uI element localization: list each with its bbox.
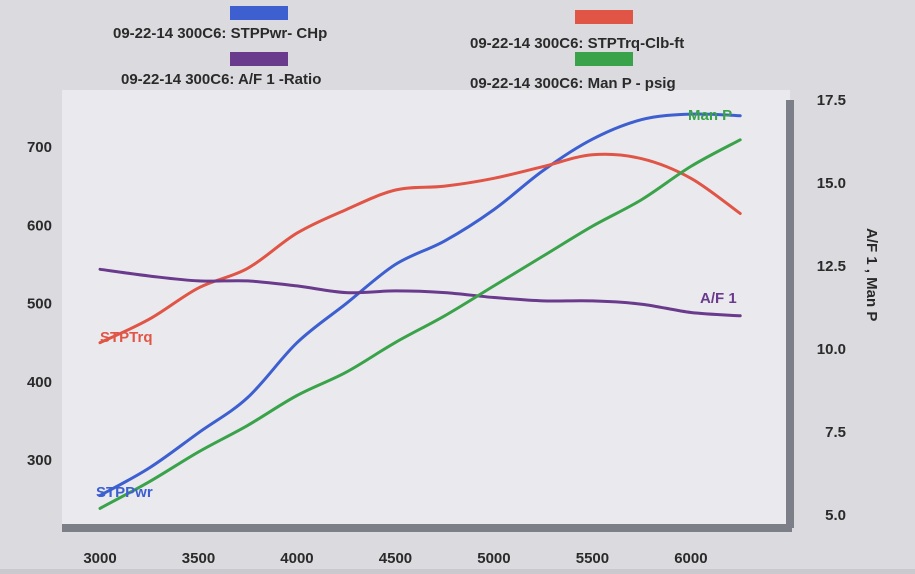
series-line	[98, 138, 742, 510]
series-lines	[98, 112, 742, 510]
plot-area	[62, 90, 790, 528]
right-tick-label: 5.0	[825, 507, 846, 524]
left-tick-label: 700	[27, 139, 52, 156]
series-labels: STPPwr STPTrq A/F 1 Man P	[96, 107, 737, 501]
series-label: A/F 1	[700, 290, 737, 307]
legend-label: 09-22-14 300C6: Man P - psig	[470, 75, 676, 92]
legend-swatch	[575, 10, 633, 24]
right-axis-title: A/F 1 , Man P	[863, 228, 880, 321]
legend-label: 09-22-14 300C6: STPPwr- CHp	[113, 25, 327, 42]
bottom-axis-spine	[62, 524, 792, 532]
right-tick-label: 10.0	[817, 341, 846, 358]
x-tick-label: 5000	[477, 550, 510, 567]
right-axis-spine	[786, 100, 794, 528]
series-line	[98, 152, 742, 345]
x-axis-ticks: 3000 3500 4000 4500 5000 5500 6000	[83, 550, 707, 567]
x-tick-label: 4000	[280, 550, 313, 567]
legend-label: 09-22-14 300C6: A/F 1 -Ratio	[121, 71, 321, 88]
right-tick-label: 7.5	[825, 424, 846, 441]
series-label: Man P	[688, 107, 732, 124]
left-tick-label: 600	[27, 217, 52, 234]
x-tick-label: 3500	[182, 550, 215, 567]
right-axis-ticks: 5.0 7.5 10.0 12.5 15.0 17.5	[817, 92, 846, 524]
legend: 09-22-14 300C6: STPPwr- CHp 09-22-14 300C…	[113, 6, 684, 92]
left-tick-label: 500	[27, 296, 52, 313]
legend-swatch	[230, 6, 288, 20]
legend-label: 09-22-14 300C6: STPTrq-Clb-ft	[470, 35, 684, 52]
x-tick-label: 5500	[576, 550, 609, 567]
series-label: STPPwr	[96, 484, 153, 501]
left-tick-label: 300	[27, 452, 52, 469]
series-line	[98, 267, 742, 318]
x-tick-label: 6000	[674, 550, 707, 567]
right-tick-label: 12.5	[817, 258, 846, 275]
left-tick-label: 400	[27, 374, 52, 391]
legend-swatch	[230, 52, 288, 66]
series-label: STPTrq	[100, 329, 153, 346]
x-tick-label: 4500	[379, 550, 412, 567]
right-tick-label: 15.0	[817, 175, 846, 192]
right-tick-label: 17.5	[817, 92, 846, 109]
x-tick-label: 3000	[83, 550, 116, 567]
legend-swatch	[575, 52, 633, 66]
series-line	[98, 112, 742, 497]
left-axis-ticks: 300 400 500 600 700	[27, 139, 52, 469]
